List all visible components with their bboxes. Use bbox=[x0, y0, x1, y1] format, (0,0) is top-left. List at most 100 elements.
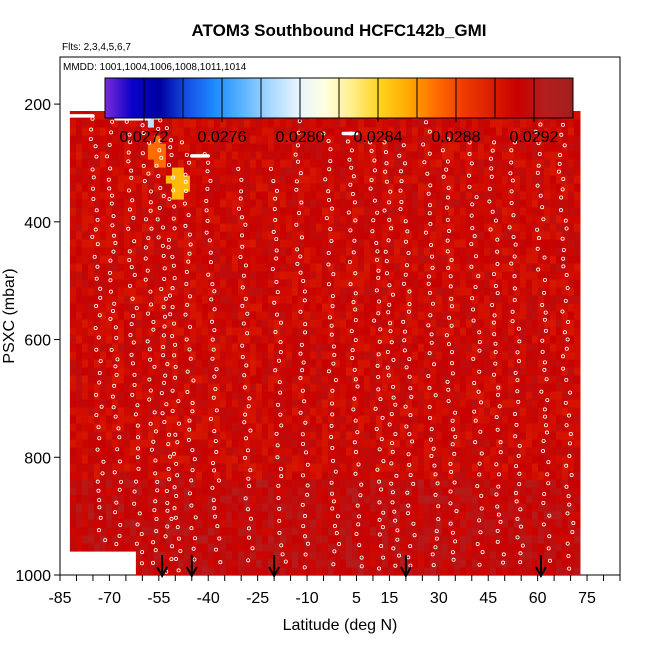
heatmap-cell bbox=[135, 535, 143, 544]
heatmap-cell bbox=[489, 151, 497, 160]
heatmap-cell bbox=[165, 231, 173, 240]
heatmap-cell bbox=[375, 351, 383, 360]
heatmap-cell bbox=[423, 439, 431, 448]
heatmap-cell bbox=[189, 271, 197, 280]
heatmap-cell bbox=[537, 423, 545, 432]
heatmap-cell bbox=[123, 447, 131, 456]
heatmap-cell bbox=[237, 119, 245, 128]
heatmap-cell bbox=[381, 223, 389, 232]
heatmap-cell bbox=[453, 439, 461, 448]
heatmap-cell bbox=[111, 135, 119, 144]
heatmap-cell bbox=[99, 223, 107, 232]
heatmap-cell bbox=[345, 423, 353, 432]
heatmap-cell bbox=[123, 231, 131, 240]
heatmap-cell bbox=[171, 135, 179, 144]
heatmap-cell bbox=[369, 143, 377, 152]
heatmap-cell bbox=[381, 463, 389, 472]
heatmap-cell bbox=[465, 311, 473, 320]
heatmap-cell bbox=[321, 183, 329, 192]
heatmap-cell bbox=[123, 287, 131, 296]
heatmap-cell bbox=[495, 551, 503, 560]
heatmap-cell bbox=[519, 551, 527, 560]
heatmap-cell bbox=[99, 191, 107, 200]
heatmap-cell bbox=[225, 151, 233, 160]
heatmap-cell bbox=[429, 527, 437, 536]
heatmap-cell bbox=[531, 271, 539, 280]
heatmap-cell bbox=[81, 503, 89, 512]
heatmap-cell bbox=[411, 127, 419, 136]
heatmap-cell bbox=[483, 495, 491, 504]
heatmap-cell bbox=[237, 455, 245, 464]
heatmap-cell bbox=[519, 255, 527, 264]
heatmap-cell bbox=[105, 439, 113, 448]
heatmap-cell bbox=[549, 367, 557, 376]
heatmap-cell bbox=[357, 551, 365, 560]
heatmap-cell bbox=[153, 439, 161, 448]
heatmap-cell bbox=[93, 215, 101, 224]
heatmap-cell bbox=[177, 543, 185, 552]
heatmap-cell bbox=[249, 495, 257, 504]
heatmap-cell bbox=[309, 439, 317, 448]
heatmap-cell bbox=[501, 135, 509, 144]
heatmap-cell bbox=[177, 567, 185, 575]
heatmap-cell bbox=[339, 375, 347, 384]
heatmap-cell bbox=[75, 455, 83, 464]
heatmap-cell bbox=[267, 199, 275, 208]
heatmap-cell bbox=[399, 151, 407, 160]
heatmap-cell bbox=[507, 351, 515, 360]
heatmap-cell bbox=[375, 551, 383, 560]
heatmap-cell bbox=[453, 359, 461, 368]
heatmap-cell bbox=[165, 375, 173, 384]
heatmap-cell bbox=[423, 551, 431, 560]
heatmap-cell bbox=[303, 391, 311, 400]
heatmap-cell bbox=[141, 351, 149, 360]
heatmap-cell bbox=[141, 447, 149, 456]
heatmap-cell bbox=[165, 455, 173, 464]
heatmap-cell bbox=[567, 239, 575, 248]
heatmap-cell bbox=[471, 239, 479, 248]
heatmap-cell bbox=[411, 511, 419, 520]
heatmap-cell bbox=[79, 112, 85, 114]
heatmap-cell bbox=[417, 119, 425, 128]
heatmap-cell bbox=[183, 495, 191, 504]
heatmap-cell bbox=[105, 263, 113, 272]
heatmap-cell bbox=[255, 239, 263, 248]
heatmap-cell bbox=[327, 487, 335, 496]
heatmap-cell bbox=[129, 519, 137, 528]
heatmap-cell bbox=[123, 319, 131, 328]
heatmap-cell bbox=[327, 535, 335, 544]
heatmap-cell bbox=[255, 383, 263, 392]
heatmap-cell bbox=[153, 447, 161, 456]
heatmap-cell bbox=[123, 255, 131, 264]
heatmap-cell bbox=[447, 239, 455, 248]
heatmap-cell bbox=[183, 199, 191, 208]
heatmap-cell bbox=[81, 463, 89, 472]
heatmap-cell bbox=[417, 359, 425, 368]
heatmap-cell bbox=[525, 455, 533, 464]
heatmap-cell bbox=[333, 351, 341, 360]
heatmap-cell bbox=[69, 319, 77, 328]
heatmap-cell bbox=[387, 295, 395, 304]
heatmap-cell bbox=[471, 431, 479, 440]
heatmap-cell bbox=[135, 263, 143, 272]
heatmap-cell bbox=[399, 183, 407, 192]
heatmap-cell bbox=[465, 287, 473, 296]
heatmap-cell bbox=[273, 407, 281, 416]
heatmap-cell bbox=[351, 191, 359, 200]
heatmap-cell bbox=[561, 335, 569, 344]
heatmap-cell bbox=[165, 383, 173, 392]
heatmap-cell bbox=[561, 399, 569, 408]
heatmap-cell bbox=[369, 375, 377, 384]
heatmap-cell bbox=[555, 535, 563, 544]
heatmap-cell bbox=[399, 207, 407, 216]
heatmap-cell bbox=[117, 159, 125, 168]
heatmap-cell bbox=[243, 303, 251, 312]
heatmap-cell bbox=[129, 431, 137, 440]
heatmap-cell bbox=[309, 359, 317, 368]
heatmap-cell bbox=[393, 527, 401, 536]
heatmap-cell bbox=[573, 375, 581, 384]
heatmap-cell bbox=[537, 311, 545, 320]
heatmap-cell bbox=[501, 503, 509, 512]
heatmap-cell bbox=[435, 199, 443, 208]
heatmap-cell bbox=[507, 247, 515, 256]
